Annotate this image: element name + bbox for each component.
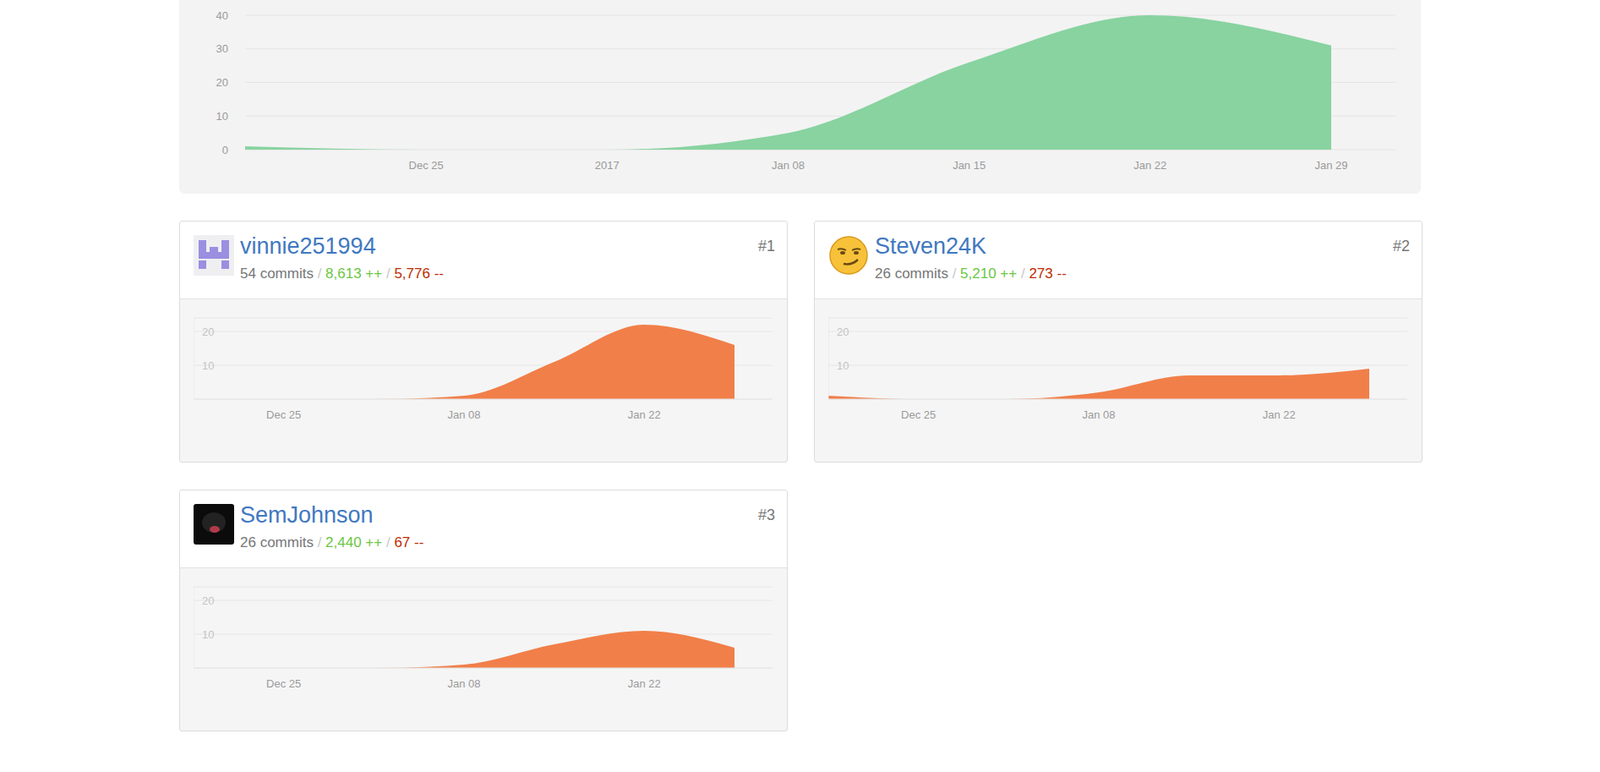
svg-text:Jan 22: Jan 22	[1262, 408, 1296, 421]
svg-text:10: 10	[216, 109, 229, 123]
svg-text:20: 20	[216, 76, 229, 89]
svg-text:Jan 08: Jan 08	[447, 677, 481, 690]
svg-text:Jan 08: Jan 08	[1081, 408, 1115, 421]
svg-text:Jan 22: Jan 22	[1133, 158, 1167, 172]
svg-text:Jan 08: Jan 08	[447, 408, 481, 421]
html-text:Steven24K: Steven24K	[874, 233, 987, 259]
svg-text:Dec 25: Dec 25	[409, 158, 444, 172]
svg-text:0: 0	[222, 143, 229, 157]
svg-text:Dec 25: Dec 25	[266, 408, 301, 421]
html-text:#3: #3	[758, 506, 776, 524]
svg-text:10: 10	[202, 627, 214, 641]
svg-text:Jan 22: Jan 22	[627, 408, 661, 421]
html-text:vinnie251994: vinnie251994	[240, 233, 376, 259]
html-text:SemJohnson: SemJohnson	[240, 502, 374, 528]
svg-text:Dec 25: Dec 25	[266, 677, 301, 690]
svg-text:Jan 15: Jan 15	[952, 158, 986, 172]
svg-text:20: 20	[202, 594, 214, 607]
svg-text:30: 30	[216, 42, 229, 55]
svg-text:10: 10	[202, 359, 214, 372]
svg-text:20: 20	[202, 325, 214, 339]
svg-text:40: 40	[216, 9, 229, 22]
html-text:#1: #1	[758, 237, 776, 255]
html-text:26 commits / 5,210 ++ / 273 --: 26 commits / 5,210 ++ / 273 --	[874, 265, 1067, 282]
svg-text:Jan 29: Jan 29	[1314, 158, 1348, 172]
svg-text:Dec 25: Dec 25	[901, 408, 936, 421]
html-text:54 commits / 8,613 ++ / 5,776: 54 commits / 8,613 ++ / 5,776 --	[240, 265, 444, 282]
html-text:26 commits / 2,440 ++ / 67 --: 26 commits / 2,440 ++ / 67 --	[240, 534, 424, 551]
svg-text:20: 20	[836, 325, 849, 339]
svg-text:10: 10	[836, 359, 849, 372]
html-text:#2: #2	[1392, 237, 1410, 255]
svg-text:Jan 08: Jan 08	[771, 158, 805, 172]
svg-text:Jan 22: Jan 22	[627, 677, 661, 690]
svg-text:2017: 2017	[595, 158, 620, 172]
